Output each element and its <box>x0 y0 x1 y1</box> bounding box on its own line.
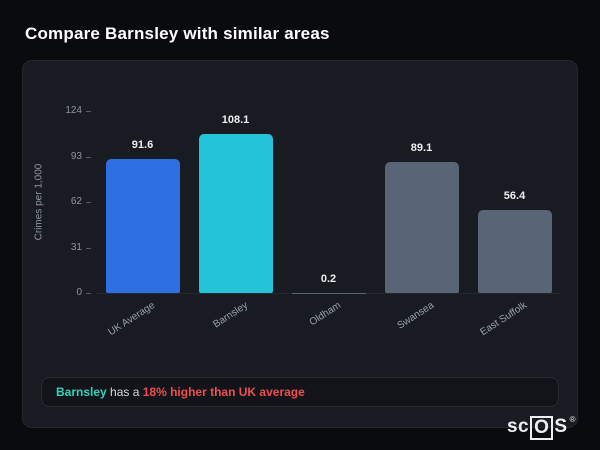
x-axis-label: Swansea <box>394 300 436 332</box>
x-axis-label: UK Average <box>105 300 157 339</box>
chart-card: Crimes per 1,000 124 93 62 31 0 91.6 UK Avera… <box>22 60 578 428</box>
bar-slot: 0.2 Oldham <box>282 111 375 328</box>
logo-text-pre: sc <box>506 416 530 437</box>
insight-highlight: 18% higher than UK average <box>142 385 305 399</box>
registered-mark: ® <box>569 415 576 424</box>
y-tick-label: 0 <box>76 287 82 298</box>
logo-boxed-letter: O <box>530 416 554 440</box>
page-title: Compare Barnsley with similar areas <box>25 24 330 43</box>
y-tick-label: 124 <box>65 105 82 116</box>
y-tick-mark <box>86 111 91 112</box>
x-axis-label: Barnsley <box>210 300 250 331</box>
bar-slot: 56.4 East Suffolk <box>468 111 561 338</box>
y-tick-mark <box>86 293 91 294</box>
bar-east-suffolk[interactable] <box>477 210 552 293</box>
bar-swansea[interactable] <box>384 162 459 293</box>
y-tick-label: 62 <box>70 196 82 207</box>
bar-value-label: 108.1 <box>221 114 250 127</box>
y-tick-label: 31 <box>70 241 82 253</box>
bar-value-label: 91.6 <box>131 138 154 151</box>
y-tick-label: 93 <box>70 150 82 162</box>
y-tick-mark <box>86 156 91 158</box>
x-axis-label: Oldham <box>307 300 343 329</box>
y-tick-mark <box>86 247 91 249</box>
y-tick-mark <box>86 202 91 203</box>
bar-slot: 89.1 Swansea <box>375 111 468 332</box>
bar-value-label: 56.4 <box>503 190 526 203</box>
bar-slot: 91.6 UK Average <box>96 111 189 338</box>
bar-barnsley[interactable] <box>198 134 273 293</box>
insight-banner: Barnsley has a 18% higher than UK averag… <box>41 377 559 407</box>
bar-oldham[interactable] <box>291 292 366 293</box>
y-axis: 124 93 62 31 0 <box>23 105 96 298</box>
bar-uk-average[interactable] <box>105 158 180 293</box>
logo-text-post: S <box>554 416 568 437</box>
x-axis-label: East Suffolk <box>477 300 529 339</box>
bar-value-label: 89.1 <box>410 142 433 155</box>
bar-slot: 108.1 Barnsley <box>189 111 282 330</box>
insight-subject: Barnsley <box>56 385 107 399</box>
plot-area: 91.6 UK Average 108.1 Barnsley 0.2 Oldham 89.1… <box>96 111 561 338</box>
insight-text: has a <box>106 385 143 399</box>
scos-logo: sc O S ® <box>507 416 576 440</box>
bar-value-label: 0.2 <box>320 272 337 285</box>
